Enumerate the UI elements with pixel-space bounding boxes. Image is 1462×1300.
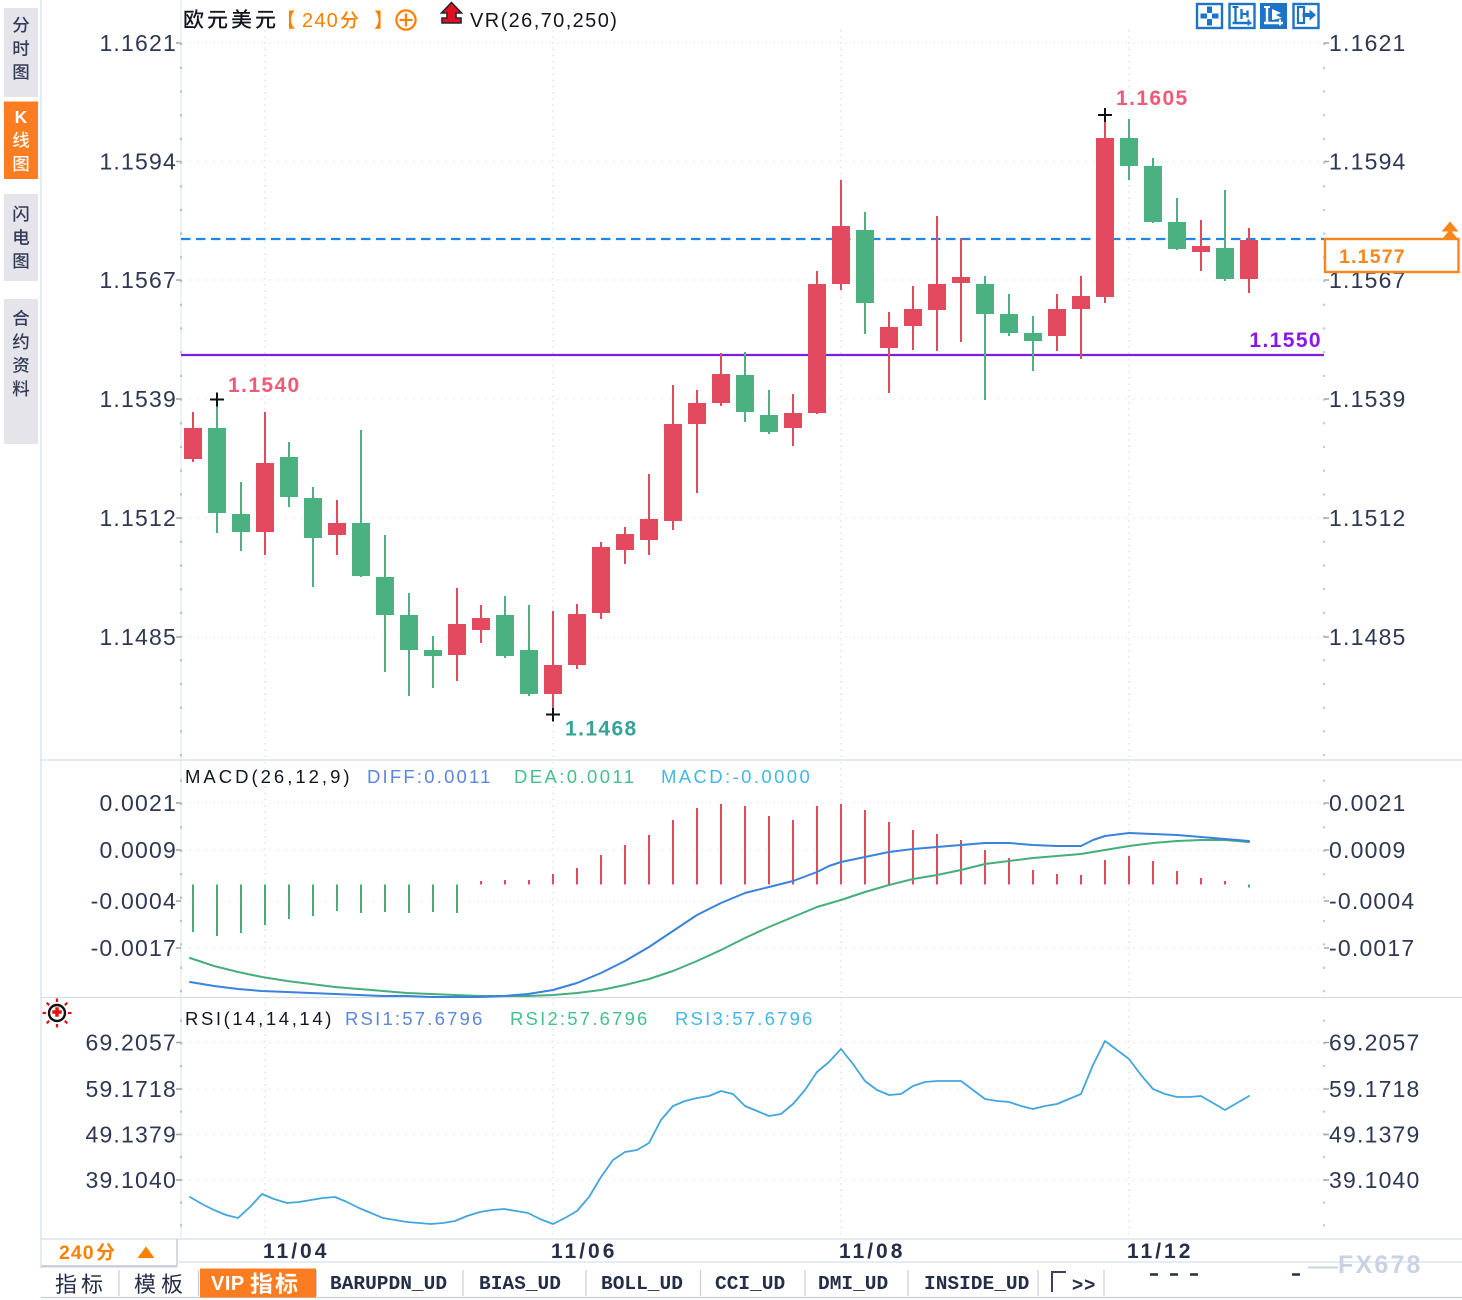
- svg-text:1.1468: 1.1468: [565, 718, 638, 741]
- svg-text:RSI2:57.6796: RSI2:57.6796: [510, 1008, 650, 1029]
- svg-text:-0.0004: -0.0004: [91, 888, 177, 914]
- svg-text:INSIDE_UD: INSIDE_UD: [924, 1273, 1029, 1295]
- svg-text:0.0021: 0.0021: [1329, 790, 1407, 816]
- svg-text:49.1379: 49.1379: [85, 1122, 177, 1148]
- svg-text:DIFF:0.0011: DIFF:0.0011: [367, 766, 493, 787]
- svg-text:0.0009: 0.0009: [1329, 837, 1407, 863]
- svg-text:69.2057: 69.2057: [85, 1030, 177, 1056]
- svg-text:11/08: 11/08: [839, 1240, 905, 1263]
- svg-text:RSI(14,14,14): RSI(14,14,14): [185, 1008, 334, 1029]
- svg-text:11/06: 11/06: [551, 1240, 617, 1263]
- svg-text:1.1594: 1.1594: [1329, 149, 1407, 175]
- svg-text:RSI1:57.6796: RSI1:57.6796: [345, 1008, 485, 1029]
- svg-text:1.1485: 1.1485: [99, 624, 177, 650]
- svg-text:49.1379: 49.1379: [1329, 1122, 1421, 1148]
- svg-text:240: 240: [59, 1242, 95, 1264]
- svg-text:1.1512: 1.1512: [1329, 505, 1407, 531]
- svg-text:0.0009: 0.0009: [99, 837, 177, 863]
- svg-text:FX678: FX678: [1338, 1251, 1423, 1279]
- svg-text:BARUPDN_UD: BARUPDN_UD: [330, 1273, 447, 1295]
- svg-text:VR(26,70,250): VR(26,70,250): [470, 10, 618, 32]
- svg-text:11/04: 11/04: [263, 1240, 329, 1263]
- svg-text:0.0021: 0.0021: [99, 790, 177, 816]
- svg-text:BIAS_UD: BIAS_UD: [479, 1273, 561, 1295]
- svg-text:-0.0004: -0.0004: [1329, 888, 1415, 914]
- svg-text:1.1577: 1.1577: [1339, 246, 1406, 268]
- svg-text:1.1539: 1.1539: [1329, 386, 1407, 412]
- svg-text:VIP: VIP: [211, 1273, 245, 1295]
- svg-text:69.2057: 69.2057: [1329, 1030, 1421, 1056]
- svg-text:MACD(26,12,9): MACD(26,12,9): [185, 766, 353, 787]
- svg-text:1.1485: 1.1485: [1329, 624, 1407, 650]
- svg-text:1.1621: 1.1621: [99, 30, 177, 56]
- svg-text:39.1040: 39.1040: [85, 1167, 177, 1193]
- svg-text:MACD:-0.0000: MACD:-0.0000: [661, 766, 812, 787]
- svg-text:1.1550: 1.1550: [1249, 329, 1322, 352]
- svg-text:RSI3:57.6796: RSI3:57.6796: [675, 1008, 815, 1029]
- svg-text:1.1594: 1.1594: [99, 149, 177, 175]
- svg-text:-0.0017: -0.0017: [91, 935, 177, 961]
- svg-text:39.1040: 39.1040: [1329, 1167, 1421, 1193]
- svg-text:DMI_UD: DMI_UD: [818, 1273, 888, 1295]
- svg-text:59.1718: 59.1718: [1329, 1076, 1421, 1102]
- svg-text:BOLL_UD: BOLL_UD: [601, 1273, 683, 1295]
- svg-text:240: 240: [302, 10, 339, 32]
- svg-text:59.1718: 59.1718: [85, 1076, 177, 1102]
- svg-text:1.1540: 1.1540: [228, 374, 301, 397]
- svg-text:DEA:0.0011: DEA:0.0011: [514, 766, 636, 787]
- svg-text:CCI_UD: CCI_UD: [715, 1273, 785, 1295]
- svg-text:K: K: [15, 107, 28, 127]
- svg-text:1.1512: 1.1512: [99, 505, 177, 531]
- svg-text:>>: >>: [1072, 1275, 1096, 1296]
- svg-text:-0.0017: -0.0017: [1329, 935, 1415, 961]
- svg-text:1.1605: 1.1605: [1116, 87, 1189, 110]
- svg-text:11/12: 11/12: [1127, 1240, 1193, 1263]
- svg-text:1.1621: 1.1621: [1329, 30, 1407, 56]
- svg-text:1.1567: 1.1567: [99, 267, 177, 293]
- svg-text:1.1539: 1.1539: [99, 386, 177, 412]
